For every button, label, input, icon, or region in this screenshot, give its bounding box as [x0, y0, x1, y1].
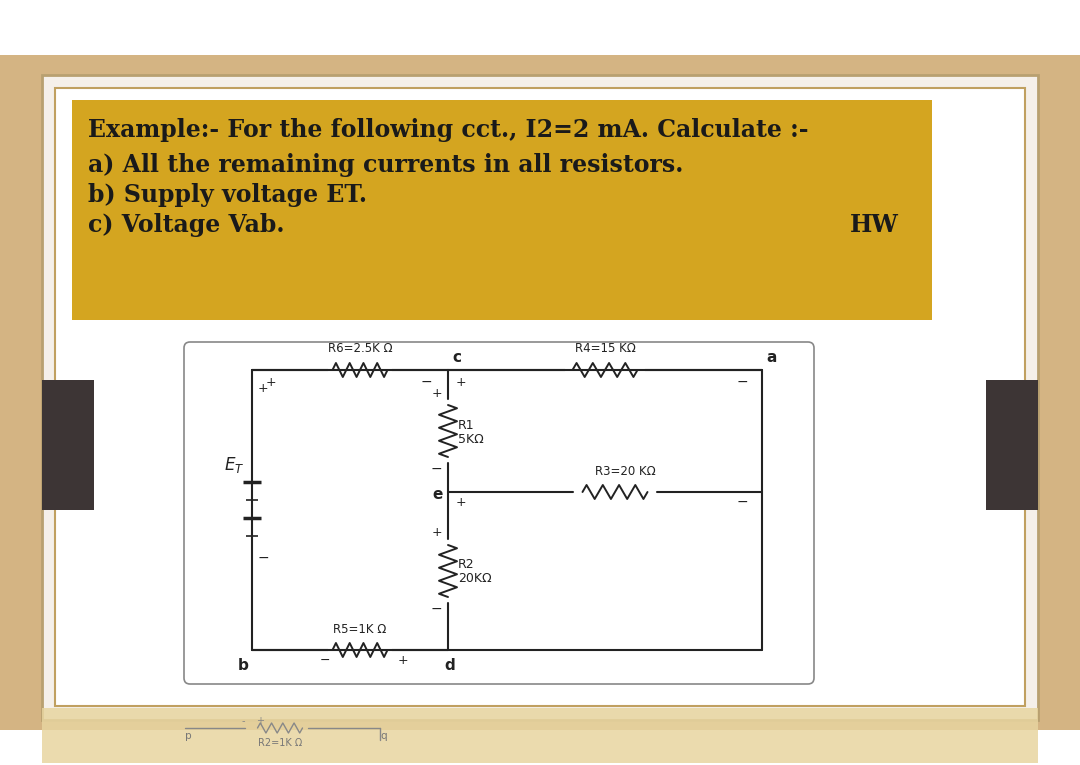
Text: −: − [320, 653, 330, 666]
Text: +: + [431, 386, 442, 399]
Text: a) All the remaining currents in all resistors.: a) All the remaining currents in all res… [87, 153, 684, 177]
Text: c) Voltage Vab.: c) Voltage Vab. [87, 213, 284, 237]
Text: a: a [766, 350, 777, 365]
Text: 20KΩ: 20KΩ [458, 572, 491, 585]
Text: R2=1K Ω: R2=1K Ω [258, 738, 302, 748]
Text: R5=1K Ω: R5=1K Ω [334, 623, 387, 636]
Text: R6=2.5K Ω: R6=2.5K Ω [327, 342, 392, 355]
Text: R4=15 KΩ: R4=15 KΩ [575, 342, 635, 355]
Text: −: − [430, 462, 442, 476]
Text: −: − [737, 375, 748, 389]
Text: d: d [445, 658, 456, 673]
Text: b) Supply voltage ET.: b) Supply voltage ET. [87, 183, 367, 207]
FancyBboxPatch shape [184, 342, 814, 684]
Text: +: + [456, 376, 467, 389]
Bar [72, 100, 932, 320]
Text: HW: HW [850, 213, 899, 237]
Text: +: + [399, 653, 408, 666]
Text: c: c [453, 350, 461, 365]
Text: −: − [420, 375, 432, 389]
Text: q: q [380, 731, 387, 741]
Bar [42, 708, 1038, 763]
Bar [42, 380, 94, 510]
Text: +: + [266, 376, 276, 389]
Text: −: − [258, 551, 270, 565]
Text: +: + [431, 526, 442, 539]
Text: Example:- For the following cct., I2=2 mA. Calculate :-: Example:- For the following cct., I2=2 m… [87, 118, 809, 142]
Text: −: − [430, 602, 442, 616]
Text: +: + [256, 716, 264, 726]
Bar [0, 0, 1080, 55]
Text: +: + [258, 382, 269, 395]
Text: -: - [242, 716, 245, 726]
Text: −: − [737, 495, 748, 509]
Text: R3=20 KΩ: R3=20 KΩ [595, 465, 656, 478]
Text: R1: R1 [458, 418, 474, 431]
Text: 5KΩ: 5KΩ [458, 432, 484, 445]
Bar [55, 88, 1025, 706]
Text: $E_T$: $E_T$ [224, 455, 244, 475]
Text: b: b [238, 658, 249, 673]
Text: +: + [456, 496, 467, 509]
Text: p: p [185, 731, 191, 741]
Bar [0, 730, 1080, 765]
Text: e: e [433, 487, 443, 502]
Bar [42, 75, 1038, 720]
Bar [986, 380, 1038, 510]
Text: R2: R2 [458, 558, 474, 571]
